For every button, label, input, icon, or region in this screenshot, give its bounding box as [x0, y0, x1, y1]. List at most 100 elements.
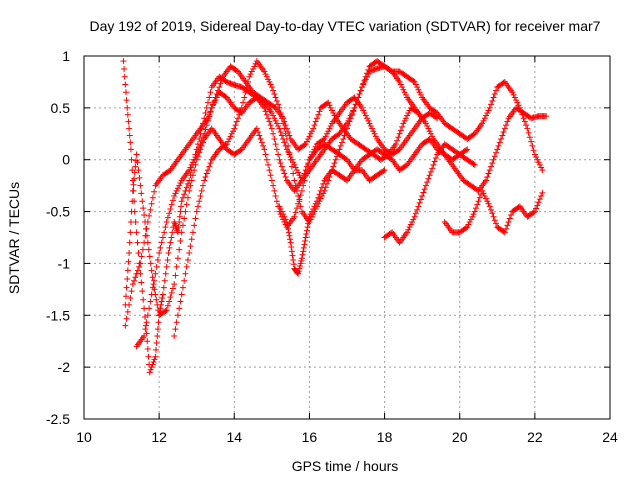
data-point [486, 167, 493, 174]
data-point [494, 146, 501, 153]
data-point [127, 295, 134, 301]
data-point [231, 125, 238, 132]
data-point [287, 239, 294, 246]
data-point [464, 146, 471, 153]
data-point [296, 198, 303, 205]
data-point [285, 142, 292, 149]
data-point [248, 68, 255, 75]
data-point [312, 200, 319, 207]
data-point [237, 147, 244, 154]
chart-title: Day 192 of 2019, Sidereal Day-to-day VTE… [90, 18, 601, 34]
data-point [270, 130, 277, 137]
data-point [276, 203, 283, 210]
data-point [246, 73, 253, 80]
data-point [144, 312, 151, 319]
data-point [161, 277, 168, 284]
data-point [236, 111, 243, 118]
data-point [177, 180, 184, 187]
data-point [268, 110, 275, 117]
data-point [208, 104, 215, 111]
data-point [286, 149, 293, 156]
data-point [485, 170, 492, 177]
data-point [255, 129, 262, 136]
data-point [122, 89, 129, 96]
data-point [356, 91, 363, 98]
data-point [124, 275, 131, 282]
data-point [432, 109, 439, 116]
data-point [397, 81, 404, 88]
data-point [182, 208, 189, 215]
data-point [242, 89, 249, 96]
data-point [366, 68, 373, 75]
data-point [531, 208, 538, 215]
data-point [176, 182, 183, 189]
data-point [425, 125, 432, 132]
data-point [464, 224, 471, 231]
data-point [281, 213, 288, 220]
data-point [323, 130, 330, 137]
data-point [280, 120, 287, 127]
data-point [371, 130, 378, 137]
data-point [183, 263, 190, 270]
data-point [327, 104, 334, 111]
data-point [425, 136, 432, 143]
data-point [394, 137, 401, 144]
data-point [462, 147, 469, 154]
data-point [225, 79, 232, 86]
data-point [197, 193, 204, 200]
data-point [266, 118, 273, 125]
data-point [475, 198, 482, 205]
data-point [207, 89, 214, 96]
data-point [426, 172, 433, 179]
data-point [328, 107, 335, 114]
data-point [308, 151, 315, 158]
data-point [191, 222, 198, 229]
data-point [151, 356, 158, 363]
data-point [275, 101, 282, 108]
data-point [326, 102, 333, 109]
data-point [183, 184, 190, 191]
data-point [271, 103, 278, 110]
data-point [260, 98, 267, 105]
data-point [338, 139, 345, 146]
data-point [280, 211, 287, 218]
data-point [151, 188, 158, 195]
data-point [483, 195, 490, 202]
data-point [157, 244, 164, 251]
data-point [298, 187, 305, 194]
data-point [282, 174, 289, 180]
data-points [120, 58, 550, 376]
data-point [134, 159, 141, 166]
data-point [539, 189, 546, 196]
data-point [360, 107, 367, 114]
data-point [278, 163, 285, 170]
data-point [299, 251, 306, 258]
data-point [256, 132, 263, 139]
data-point [202, 174, 209, 180]
data-point [189, 172, 196, 179]
data-point [501, 229, 508, 236]
data-point [301, 142, 308, 149]
data-point [265, 161, 272, 168]
data-point [305, 220, 312, 227]
data-point [400, 86, 407, 93]
data-point [148, 291, 155, 298]
data-point [518, 108, 525, 115]
data-point [125, 258, 132, 265]
data-point [520, 115, 527, 122]
data-point [285, 229, 292, 236]
data-point [154, 333, 161, 340]
data-point [228, 130, 235, 137]
data-point [325, 128, 332, 135]
data-point [276, 104, 283, 111]
data-point [306, 133, 313, 140]
data-point [262, 71, 269, 78]
data-point [270, 112, 277, 119]
data-point [168, 289, 175, 296]
data-point [176, 213, 183, 220]
data-point [226, 135, 233, 142]
data-point [160, 284, 167, 291]
data-point [150, 281, 157, 288]
data-point [196, 144, 203, 151]
data-point [387, 155, 394, 162]
